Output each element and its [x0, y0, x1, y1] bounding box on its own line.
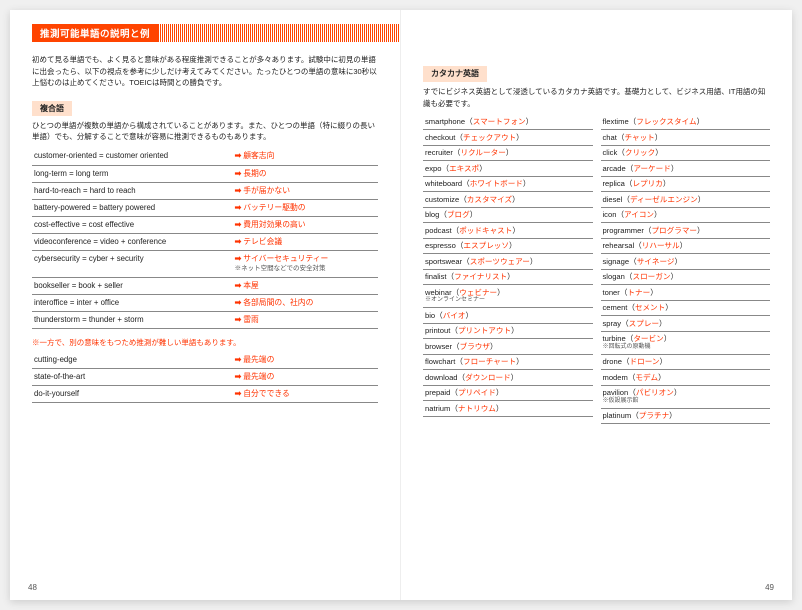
katakana-row: icon（アイコン） — [601, 208, 771, 223]
katakana-row: blog（ブログ） — [423, 208, 593, 223]
katakana-row: expo（エキスポ） — [423, 161, 593, 176]
katakana-row: programmer（プログラマー） — [601, 223, 771, 238]
table-row: hard-to-reach = hard to reach➡手が届かない — [32, 182, 378, 199]
table-row: long-term = long term➡長期の — [32, 165, 378, 182]
katakana-text: すでにビジネス英語として浸透しているカタカナ英語です。基礎力として、ビジネス用語… — [423, 86, 770, 109]
table-row: thunderstorm = thunder + storm➡雷雨 — [32, 311, 378, 328]
katakana-row: click（クリック） — [601, 146, 771, 161]
compound-en: hard-to-reach = hard to reach — [32, 182, 233, 199]
compound-ja: ➡バッテリー駆動の — [233, 199, 378, 216]
table-row: cost-effective = cost effective➡費用対効果の高い — [32, 216, 378, 233]
katakana-col1: smartphone（スマートフォン）checkout（チェックアウト）recr… — [423, 115, 593, 424]
table-row: do-it-yourself➡自分でできる — [32, 386, 378, 403]
katakana-row: download（ダウンロード） — [423, 370, 593, 385]
katakana-row: cement（セメント） — [601, 301, 771, 316]
compound-en: videoconference = video + conference — [32, 234, 233, 251]
katakana-row: flowchart（フローチャート） — [423, 355, 593, 370]
exception-ja: ➡最先端の — [233, 352, 378, 369]
page-left: 推測可能単語の説明と例 初めて見る単語でも、よく見ると意味がある程度推測できるこ… — [10, 10, 401, 600]
katakana-row: webinar（ウェビナー）※オンラインセミナー — [423, 285, 593, 308]
katakana-row: platinum（プラチナ） — [601, 409, 771, 424]
katakana-row: signage（サイネージ） — [601, 254, 771, 269]
compound-ja: ➡各部局間の、社内の — [233, 294, 378, 311]
table-row: bookseller = book + seller➡本屋 — [32, 277, 378, 294]
katakana-row: recruiter（リクルーター） — [423, 146, 593, 161]
compound-ja: ➡雷雨 — [233, 311, 378, 328]
compound-en: long-term = long term — [32, 165, 233, 182]
table-row: state-of-the-art➡最先端の — [32, 369, 378, 386]
katakana-row: finalist（ファイナリスト） — [423, 270, 593, 285]
compound-ja: ➡顧客志向 — [233, 148, 378, 165]
table-row: interoffice = inter + office➡各部局間の、社内の — [32, 294, 378, 311]
compound-ja: ➡テレビ会議 — [233, 234, 378, 251]
table-row: battery-powered = battery powered➡バッテリー駆… — [32, 199, 378, 216]
table-row: cybersecurity = cyber + security➡サイバーセキュ… — [32, 251, 378, 278]
katakana-row: toner（トナー） — [601, 285, 771, 300]
compound-label: 複合語 — [32, 101, 72, 116]
page-right: カタカナ英語 すでにビジネス英語として浸透しているカタカナ英語です。基礎力として… — [401, 10, 792, 600]
compound-en: bookseller = book + seller — [32, 277, 233, 294]
katakana-row: prepaid（プリペイド） — [423, 386, 593, 401]
book-spread: 推測可能単語の説明と例 初めて見る単語でも、よく見ると意味がある程度推測できるこ… — [10, 10, 792, 600]
compound-en: interoffice = inter + office — [32, 294, 233, 311]
katakana-row: checkout（チェックアウト） — [423, 130, 593, 145]
compound-en: thunderstorm = thunder + storm — [32, 311, 233, 328]
katakana-col2: flextime（フレックスタイム）chat（チャット）click（クリック）a… — [601, 115, 771, 424]
page-number-right: 49 — [765, 583, 774, 592]
katakana-row: sportswear（スポーツウェアー） — [423, 254, 593, 269]
compound-text: ひとつの単語が複数の単語から構成されていることがあります。また、ひとつの単語（特… — [32, 120, 378, 143]
right-top-spacer: カタカナ英語 すでにビジネス英語として浸透しているカタカナ英語です。基礎力として… — [423, 54, 770, 109]
katakana-row: bio（バイオ） — [423, 308, 593, 323]
katakana-row: diesel（ディーゼルエンジン） — [601, 192, 771, 207]
katakana-row: podcast（ポッドキャスト） — [423, 223, 593, 238]
table-row: customer-oriented = customer oriented➡顧客… — [32, 148, 378, 165]
katakana-row: flextime（フレックスタイム） — [601, 115, 771, 130]
katakana-row: replica（レプリカ） — [601, 177, 771, 192]
katakana-row: printout（プリントアウト） — [423, 324, 593, 339]
compound-en: cybersecurity = cyber + security — [32, 251, 233, 278]
katakana-row: rehearsal（リハーサル） — [601, 239, 771, 254]
katakana-row: spray（スプレー） — [601, 316, 771, 331]
exception-table: cutting-edge➡最先端のstate-of-the-art➡最先端のdo… — [32, 352, 378, 403]
katakana-row: turbine（タービン）※回転式の原動機 — [601, 332, 771, 355]
exception-note: ※一方で、別の意味をもつため推測が難しい単語もあります。 — [32, 337, 378, 348]
compound-ja: ➡費用対効果の高い — [233, 216, 378, 233]
katakana-row: pavilion（パビリオン）※仮設展示館 — [601, 386, 771, 409]
katakana-row: slogan（スローガン） — [601, 270, 771, 285]
katakana-row: browser（ブラウザ） — [423, 339, 593, 354]
header-title: 推測可能単語の説明と例 — [40, 26, 150, 40]
katakana-columns: smartphone（スマートフォン）checkout（チェックアウト）recr… — [423, 115, 770, 424]
compound-ja: ➡長期の — [233, 165, 378, 182]
katakana-row: drone（ドローン） — [601, 355, 771, 370]
katakana-label: カタカナ英語 — [423, 66, 487, 82]
exception-ja: ➡自分でできる — [233, 386, 378, 403]
compound-ja: ➡本屋 — [233, 277, 378, 294]
katakana-row: smartphone（スマートフォン） — [423, 115, 593, 130]
katakana-row: espresso（エスプレッソ） — [423, 239, 593, 254]
katakana-row: whiteboard（ホワイトボード） — [423, 177, 593, 192]
compound-table: customer-oriented = customer oriented➡顧客… — [32, 148, 378, 329]
exception-en: state-of-the-art — [32, 369, 233, 386]
katakana-row: natrium（ナトリウム） — [423, 401, 593, 416]
exception-en: cutting-edge — [32, 352, 233, 369]
exception-en: do-it-yourself — [32, 386, 233, 403]
header-bar: 推測可能単語の説明と例 — [32, 24, 400, 42]
compound-ja: ➡サイバーセキュリティー※ネット空間などでの安全対策 — [233, 251, 378, 278]
table-row: cutting-edge➡最先端の — [32, 352, 378, 369]
katakana-row: modem（モデム） — [601, 370, 771, 385]
katakana-row: arcade（アーケード） — [601, 161, 771, 176]
table-row: videoconference = video + conference➡テレビ… — [32, 234, 378, 251]
exception-ja: ➡最先端の — [233, 369, 378, 386]
compound-ja: ➡手が届かない — [233, 182, 378, 199]
katakana-row: chat（チャット） — [601, 130, 771, 145]
compound-en: cost-effective = cost effective — [32, 216, 233, 233]
katakana-row: customize（カスタマイズ） — [423, 192, 593, 207]
intro-text: 初めて見る単語でも、よく見ると意味がある程度推測できることが多々あります。試験中… — [32, 54, 378, 89]
compound-en: customer-oriented = customer oriented — [32, 148, 233, 165]
compound-en: battery-powered = battery powered — [32, 199, 233, 216]
page-number-left: 48 — [28, 583, 37, 592]
